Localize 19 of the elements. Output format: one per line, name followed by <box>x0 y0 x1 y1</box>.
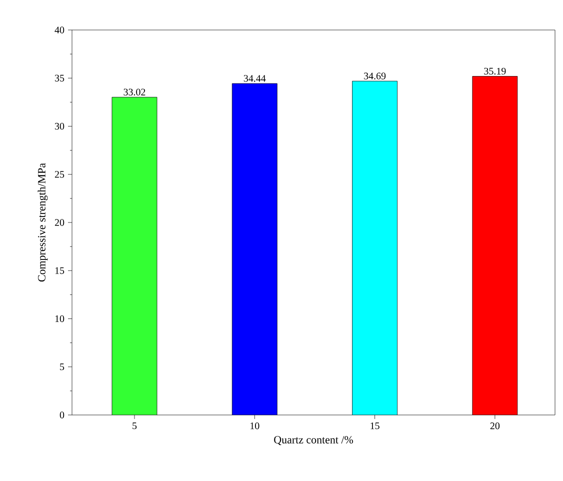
data-label: 34.69 <box>364 72 386 80</box>
x-tick-label: 20 <box>490 422 500 430</box>
data-label: 34.44 <box>244 75 266 82</box>
y-tick-label: 15 <box>55 267 64 274</box>
y-tick-label: 10 <box>55 315 64 322</box>
y-tick-label: 35 <box>55 74 64 82</box>
y-tick-label: 30 <box>55 122 64 130</box>
y-tick-label: 0 <box>60 412 64 418</box>
x-tick-label: 5 <box>132 422 137 430</box>
y-tick-label: 5 <box>60 364 64 370</box>
x-tick-label: 15 <box>370 422 380 430</box>
data-label: 35.19 <box>484 68 506 75</box>
x-axis-title: Quartz content /% <box>274 436 354 446</box>
y-tick-label: 40 <box>54 26 64 34</box>
y-tick-label: 25 <box>54 171 64 178</box>
x-tick-label: 10 <box>250 422 260 430</box>
data-label: 33.02 <box>124 88 146 96</box>
y-axis-title: Compressive strength/MPa <box>38 163 48 282</box>
y-tick-label: 20 <box>54 219 64 226</box>
